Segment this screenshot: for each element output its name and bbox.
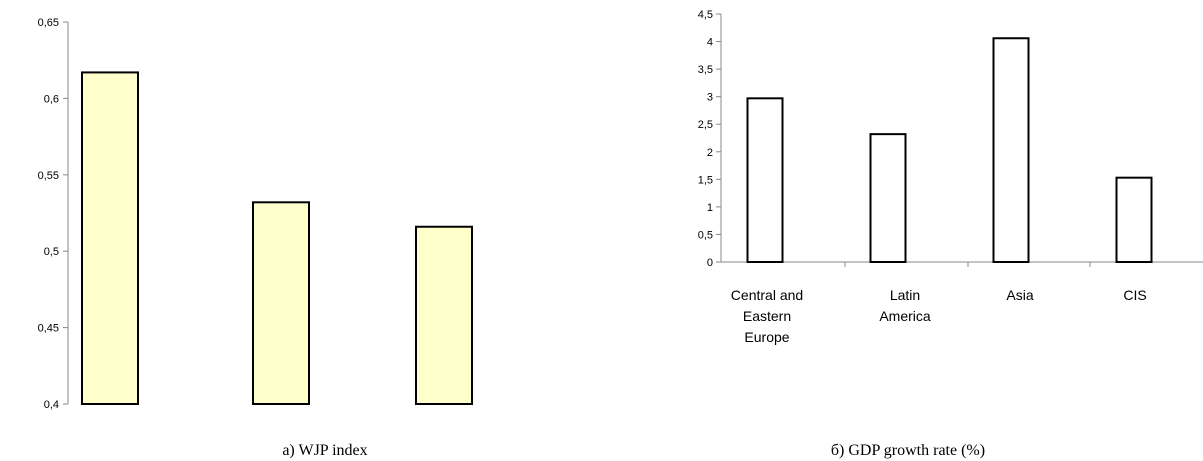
x-category-label: Asia <box>1006 287 1033 303</box>
bar <box>252 201 310 405</box>
y-tick-label: 0,65 <box>38 17 59 29</box>
x-category-line: Latin <box>890 287 920 303</box>
wjp-index-chart: 0,4 0,45 0,5 0,55 0,6 0,65 a) WJP index <box>38 17 473 459</box>
y-tick-label: 3 <box>707 92 713 104</box>
x-category-label: Latin America <box>879 287 931 324</box>
x-category-line: Europe <box>744 329 789 345</box>
chart-caption: a) WJP index <box>282 442 367 459</box>
y-tick-label: 0 <box>707 257 713 269</box>
y-tick-label: 1,5 <box>698 174 713 186</box>
x-category-line: CIS <box>1123 287 1146 303</box>
bar <box>1115 176 1153 263</box>
y-tick-label: 2,5 <box>698 119 713 131</box>
y-tick-label: 4,5 <box>698 9 713 21</box>
bar <box>992 37 1030 264</box>
gdp-growth-chart: 0 0,5 1 1,5 2 2,5 3 3,5 4 4,5 Central and Eastern E… <box>698 9 1203 459</box>
bar <box>81 71 139 405</box>
y-tick-label: 1 <box>707 202 713 214</box>
x-category-line: America <box>879 308 931 324</box>
y-tick-label: 0,4 <box>44 399 59 411</box>
y-tick-label: 0,6 <box>44 93 59 105</box>
x-category-label: CIS <box>1123 287 1146 303</box>
y-tick-label: 0,55 <box>38 170 59 182</box>
x-category-line: Asia <box>1006 287 1033 303</box>
bar <box>746 97 784 263</box>
y-tick-label: 2 <box>707 147 713 159</box>
x-category-line: Eastern <box>743 308 791 324</box>
y-tick-label: 4 <box>707 37 713 49</box>
y-tick-label: 0,5 <box>698 229 713 241</box>
x-category-label: Central and Eastern Europe <box>731 287 803 345</box>
x-category-line: Central and <box>731 287 803 303</box>
bar <box>415 225 473 405</box>
y-tick-label: 0,5 <box>44 246 59 258</box>
bar <box>869 133 907 264</box>
y-tick-label: 3,5 <box>698 64 713 76</box>
chart-caption: б) GDP growth rate (%) <box>831 442 985 459</box>
y-tick-label: 0,45 <box>38 323 59 335</box>
